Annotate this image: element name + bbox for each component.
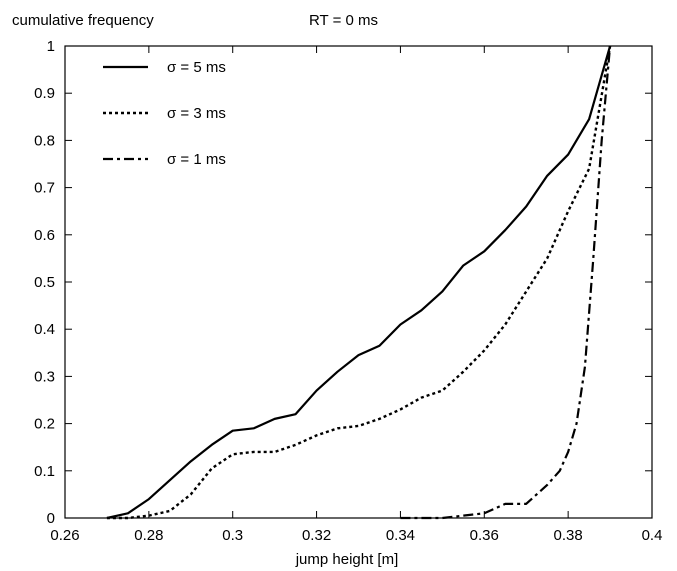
legend-label-1: σ = 5 ms [167, 59, 226, 76]
y-tick-label: 0.3 [34, 368, 55, 385]
y-tick-label: 0.5 [34, 274, 55, 291]
x-tick-label: 0.26 [50, 527, 79, 544]
plot-frame [64, 45, 653, 519]
legend-label-3: σ = 1 ms [167, 151, 226, 168]
y-tick-label: 0.6 [34, 227, 55, 244]
y-tick-label: 0.4 [34, 321, 55, 338]
series-line-2 [106, 45, 612, 520]
series-line-1 [106, 45, 612, 520]
legend-label-2: σ = 3 ms [167, 105, 226, 122]
y-tick-label: 0.8 [34, 132, 55, 149]
x-tick-label: 0.36 [470, 527, 499, 544]
x-tick-label: 0.38 [554, 527, 583, 544]
y-tick-label: 0 [47, 510, 55, 527]
y-tick-label: 1 [47, 38, 55, 55]
y-tick-label: 0.9 [34, 85, 55, 102]
y-tick-label: 0.1 [34, 463, 55, 480]
x-tick-label: 0.34 [386, 527, 415, 544]
x-axis-label: jump height [m] [295, 551, 399, 568]
series-line-3 [400, 45, 612, 520]
x-tick-label: 0.32 [302, 527, 331, 544]
y-axis-label: cumulative frequency [12, 12, 154, 29]
x-tick-label: 0.4 [642, 527, 663, 544]
y-tick-label: 0.7 [34, 180, 55, 197]
chart-title: RT = 0 ms [309, 12, 378, 29]
legend: σ = 5 ms σ = 3 ms σ = 1 ms [103, 59, 226, 168]
x-tick-label: 0.28 [134, 527, 163, 544]
y-tick-label: 0.2 [34, 416, 55, 433]
x-tick-label: 0.3 [222, 527, 243, 544]
